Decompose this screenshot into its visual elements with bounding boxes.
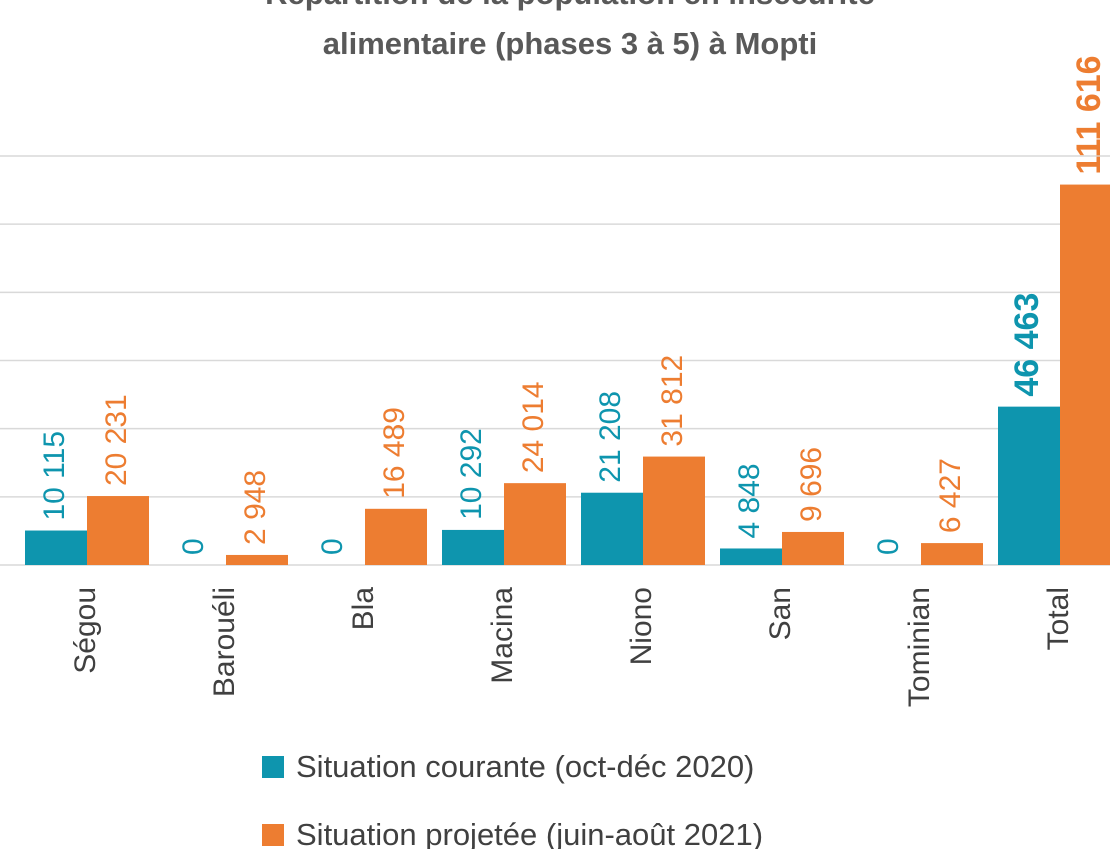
bar: [442, 529, 504, 565]
value-label: 111 616: [1070, 55, 1108, 174]
x-tick-label: Total: [1042, 587, 1075, 650]
x-tick-label: Bla: [347, 587, 380, 631]
value-label: 6 427: [934, 458, 967, 533]
x-tick-label: Niono: [625, 587, 658, 665]
bar: [921, 543, 983, 565]
bar: [1060, 184, 1110, 565]
value-label: 0: [177, 538, 210, 555]
value-label: 9 696: [795, 447, 828, 522]
value-label: 0: [316, 538, 349, 555]
value-label: 4 848: [733, 463, 766, 538]
value-label: 20 231: [100, 394, 133, 486]
bar: [581, 492, 643, 565]
legend-label: Situation courante (oct-déc 2020): [296, 749, 754, 784]
x-tick-label: San: [764, 587, 797, 640]
bar: [720, 548, 782, 565]
x-tick-label: Macina: [486, 587, 519, 684]
x-tick-label: Barouéli: [208, 587, 241, 697]
chart-title: alimentaire (phases 3 à 5) à Mopti: [323, 26, 817, 61]
value-label: 0: [872, 538, 905, 555]
bar: [504, 483, 566, 565]
value-label: 21 208: [594, 391, 627, 483]
bar: [87, 496, 149, 565]
x-tick-label: Ségou: [69, 587, 102, 674]
chart-title: Répartition de la population en insécuri…: [265, 0, 875, 11]
bar: [365, 508, 427, 565]
value-label: 2 948: [239, 470, 272, 545]
bar: [643, 456, 705, 565]
legend-label: Situation projetée (juin-août 2021): [296, 817, 763, 849]
value-label: 16 489: [378, 407, 411, 499]
legend-swatch: [262, 824, 284, 846]
bar: [782, 531, 844, 565]
value-label: 24 014: [517, 381, 550, 473]
bar: [25, 530, 87, 565]
bar: [998, 406, 1060, 565]
value-label: 31 812: [656, 355, 689, 447]
value-label: 46 463: [1008, 293, 1046, 397]
legend-swatch: [262, 756, 284, 778]
bar: [226, 554, 288, 565]
value-label: 10 292: [455, 428, 488, 520]
x-tick-label: Tominian: [903, 587, 936, 707]
value-label: 10 115: [38, 431, 71, 521]
